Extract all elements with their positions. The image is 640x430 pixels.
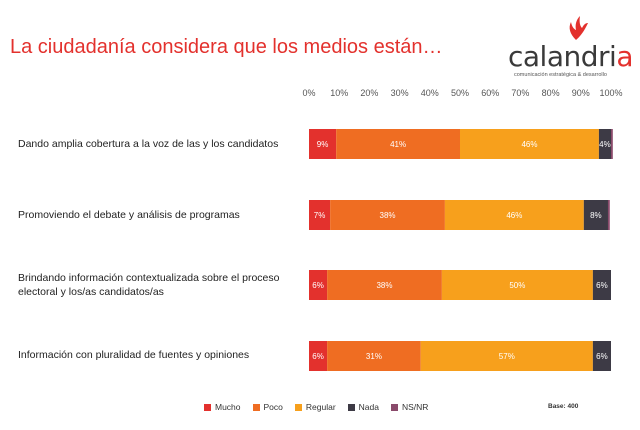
x-tick-label: 0% <box>302 88 315 98</box>
legend-swatch <box>204 403 211 411</box>
logo-word-main: calandri <box>508 40 617 73</box>
legend-item: Nada <box>347 402 379 412</box>
bar-segment <box>420 341 593 371</box>
legend-label: NS/NR <box>402 402 429 412</box>
page-title: La ciudadanía considera que los medios e… <box>10 36 443 58</box>
bar-data-label: 46% <box>506 211 522 220</box>
logo-tagline: comunicación estratégica & desarrollo <box>514 72 607 78</box>
bar-data-label: 50% <box>509 281 525 290</box>
bar-segment <box>309 129 337 159</box>
legend-item: NS/NR <box>391 402 428 412</box>
bar-data-label: 46% <box>521 140 537 149</box>
x-tick-label: 10% <box>330 88 348 98</box>
bar-data-label: 41% <box>390 140 406 149</box>
legend-swatch <box>252 403 260 411</box>
x-tick-label: 80% <box>542 88 560 98</box>
bar-segment <box>607 200 610 230</box>
bar-segment <box>460 129 599 159</box>
x-tick-label: 50% <box>451 88 469 98</box>
bar-segment <box>598 129 611 159</box>
legend-item: Poco <box>252 402 283 412</box>
legend-swatch <box>347 403 355 411</box>
x-tick-label: 40% <box>421 88 439 98</box>
legend-swatch <box>391 403 398 411</box>
chart-legend: Mucho Poco Regular Nada NS/NR <box>204 402 428 412</box>
x-tick-label: 60% <box>481 88 499 98</box>
bar-segment <box>327 341 421 371</box>
bar-segment <box>441 270 593 300</box>
bar-segment <box>583 200 608 230</box>
legend-item: Regular <box>294 402 336 412</box>
bar-segment <box>309 270 328 300</box>
base-note: Base: 400 <box>548 403 579 410</box>
bar-segment <box>309 341 328 371</box>
bar-data-label: 57% <box>499 352 515 361</box>
legend-item: Mucho <box>204 402 241 412</box>
bird-icon <box>569 16 588 40</box>
bar-data-label: 38% <box>376 281 392 290</box>
logo-word-accent: a <box>616 40 633 73</box>
bar-data-label: 4% <box>599 140 611 149</box>
bar-data-label: 9% <box>317 140 329 149</box>
legend-label: Poco <box>263 402 283 412</box>
bar-segment <box>592 341 611 371</box>
bar-data-label: 8% <box>590 211 602 220</box>
category-label: Información con pluralidad de fuentes y … <box>18 349 250 361</box>
bar-segment <box>444 200 584 230</box>
x-tick-label: 70% <box>511 88 529 98</box>
x-tick-label: 20% <box>360 88 378 98</box>
category-label: Brindando información contextualizada so… <box>18 272 280 298</box>
bar-data-label: 6% <box>596 352 608 361</box>
bar-data-label: 6% <box>312 352 324 361</box>
category-label: Dando amplia cobertura a la voz de las y… <box>18 138 279 150</box>
legend-label: Regular <box>305 402 336 412</box>
x-tick-label: 30% <box>391 88 409 98</box>
legend-swatch <box>294 403 302 411</box>
bar-segment <box>611 129 613 159</box>
bar-segment <box>327 270 442 300</box>
bar-segment <box>336 129 460 159</box>
bar-data-label: 38% <box>380 211 396 220</box>
bar-segment <box>330 200 445 230</box>
bar-data-label: 7% <box>314 211 326 220</box>
bar-segment <box>309 200 331 230</box>
x-tick-label: 100% <box>599 88 622 98</box>
category-label: Promoviendo el debate y análisis de prog… <box>18 209 240 221</box>
calandria-logo: calandria comunicación estratégica & des… <box>508 14 633 78</box>
x-tick-label: 90% <box>572 88 590 98</box>
legend-label: Mucho <box>215 402 241 412</box>
legend-label: Nada <box>358 402 379 412</box>
bar-data-label: 6% <box>312 281 324 290</box>
logo-wordmark: calandria <box>508 40 633 73</box>
bar-data-label: 31% <box>366 352 382 361</box>
bar-segment <box>592 270 611 300</box>
bar-data-label: 6% <box>596 281 608 290</box>
